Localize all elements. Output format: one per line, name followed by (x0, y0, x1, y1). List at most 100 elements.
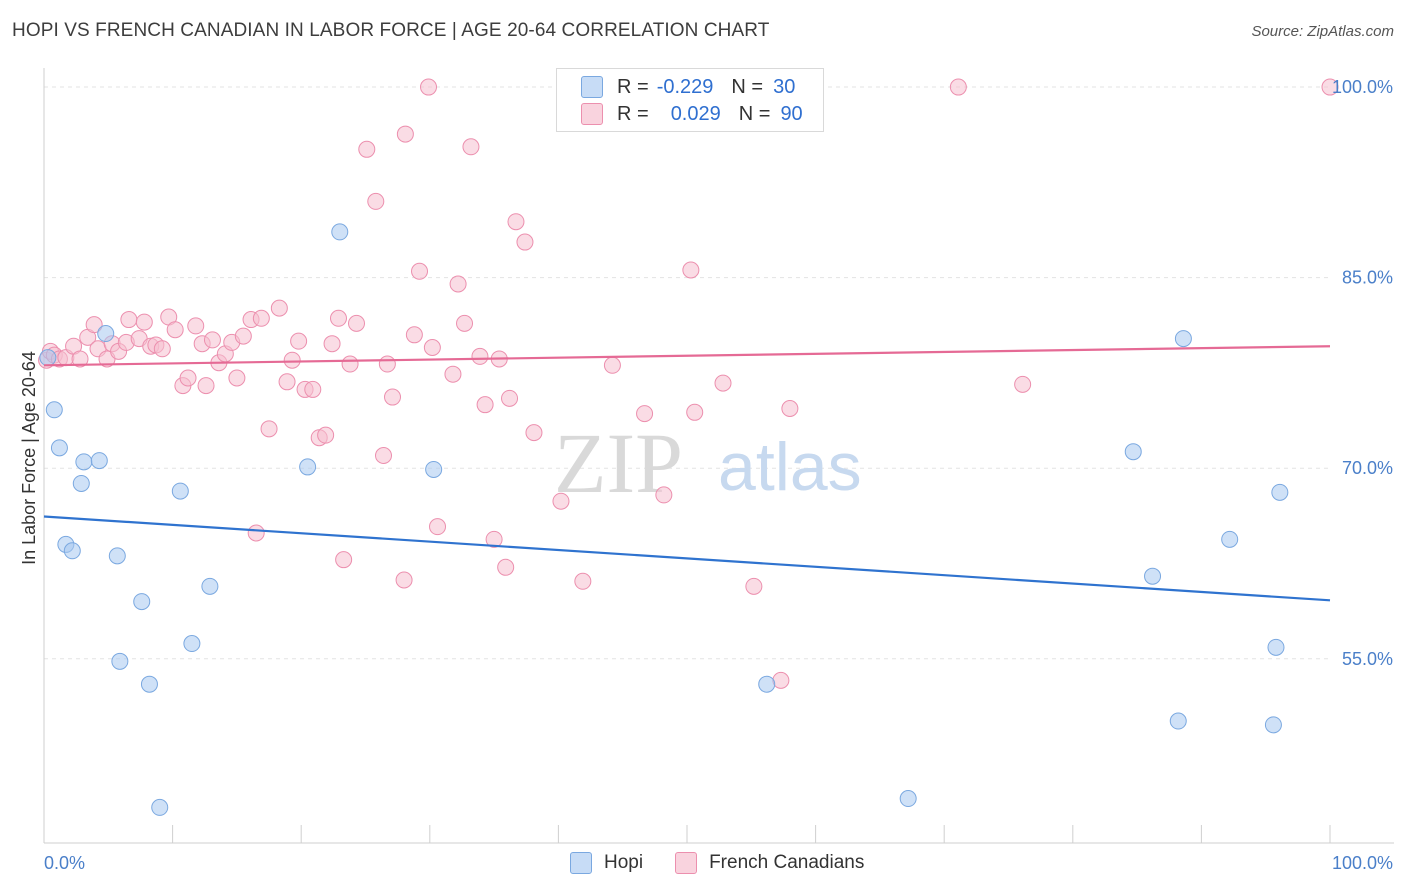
french-canadians-point (85, 316, 103, 334)
french-canadians-point (476, 396, 494, 414)
x-tick-label-min: 0.0% (44, 853, 85, 873)
r-label: R = (617, 75, 649, 98)
french-canadians-point (411, 262, 429, 280)
french-canadians-point (456, 314, 474, 332)
french-canadians-trend-line (43, 345, 1331, 367)
french-canadians-point (781, 399, 799, 417)
french-canadians-point (197, 377, 215, 395)
x-tick-label-max: 100.0% (1332, 853, 1393, 873)
hopi-n-value: 30 (773, 75, 796, 98)
french-canadians-point (501, 389, 519, 407)
french-legend-label: French Canadians (709, 852, 865, 873)
french-canadians-point (444, 365, 462, 383)
y-tick-label: 70.0% (1342, 458, 1393, 478)
hopi-r-value: -0.229 (656, 75, 714, 98)
french-canadians-point (335, 551, 353, 569)
hopi-trend-line (43, 515, 1331, 602)
y-axis-label: In Labor Force | Age 20-64 (19, 351, 39, 565)
chart-source: Source: ZipAtlas.com (1251, 23, 1394, 40)
french-canadians-point (153, 340, 171, 358)
french-canadians-point (187, 317, 205, 335)
french-canadians-point (636, 405, 654, 423)
french-canadians-point (552, 492, 570, 510)
french-canadians-point (203, 331, 221, 349)
hopi-point (171, 482, 189, 500)
french-canadians-point (283, 351, 301, 369)
stats-legend: R = -0.229 N = 30 R = 0.029 N = 90 (556, 68, 824, 132)
hopi-point (1124, 443, 1142, 461)
series-legend: Hopi French Canadians (570, 852, 896, 874)
hopi-point (425, 460, 443, 478)
french-canadians-point (516, 233, 534, 251)
french-legend-swatch (675, 852, 698, 874)
hopi-point (1144, 567, 1162, 585)
french-canadians-point (462, 138, 480, 156)
french-canadians-point (405, 326, 423, 344)
hopi-point (151, 798, 169, 816)
french-canadians-point (682, 261, 700, 279)
french-canadians-point (471, 347, 489, 365)
french-canadians-point (745, 577, 763, 595)
french-canadians-point (449, 275, 467, 293)
hopi-point (201, 577, 219, 595)
legend-row-french: R = 0.029 N = 90 (581, 101, 803, 127)
hopi-point (1174, 330, 1192, 348)
hopi-point (1264, 716, 1282, 734)
hopi-point (331, 223, 349, 241)
french-canadians-point (603, 356, 621, 374)
n-label: N = (738, 102, 771, 125)
trend-lines (43, 345, 1331, 602)
french-canadians-point (384, 388, 402, 406)
legend-item-hopi[interactable]: Hopi (570, 852, 643, 874)
hopi-point (50, 439, 68, 457)
french-canadians-point (497, 558, 515, 576)
french-canadians-point (1321, 78, 1339, 96)
french-canadians-point (234, 327, 252, 345)
french-canadians-point (525, 424, 543, 442)
french-canadians-point (228, 369, 246, 387)
french-canadians-point (429, 518, 447, 536)
french-swatch (581, 103, 603, 125)
french-canadians-point (420, 78, 438, 96)
hopi-point (133, 593, 151, 611)
french-canadians-point (347, 314, 365, 332)
hopi-point (140, 675, 158, 693)
hopi-point (111, 652, 129, 670)
hopi-point (299, 458, 317, 476)
hopi-point (39, 349, 57, 367)
french-canadians-point (395, 571, 413, 589)
french-canadians-point (655, 486, 673, 504)
french-canadians-point (252, 309, 270, 327)
french-canadians-point (378, 355, 396, 373)
french-canadians-point (507, 213, 525, 231)
french-canadians-point (179, 369, 197, 387)
french-canadians-points (38, 78, 1339, 689)
french-canadians-point (71, 350, 89, 368)
r-label: R = (617, 102, 649, 125)
y-tick-label: 85.0% (1342, 268, 1393, 288)
french-canadians-point (574, 572, 592, 590)
hopi-point (72, 474, 90, 492)
french-canadians-point (375, 447, 393, 464)
hopi-point (1169, 712, 1187, 730)
french-canadians-point (423, 339, 441, 357)
hopi-point (758, 675, 776, 693)
watermark-atlas: atlas (718, 429, 862, 505)
hopi-point (63, 542, 81, 560)
chart-title: HOPI VS FRENCH CANADIAN IN LABOR FORCE |… (12, 20, 770, 41)
y-tick-label: 100.0% (1332, 77, 1393, 97)
french-canadians-point (367, 192, 385, 210)
french-canadians-point (323, 335, 341, 353)
legend-item-french-canadians[interactable]: French Canadians (675, 852, 864, 874)
french-canadians-point (686, 403, 704, 421)
french-n-value: 90 (780, 102, 803, 125)
french-canadians-point (260, 420, 278, 438)
hopi-point (90, 452, 108, 470)
french-canadians-point (247, 524, 265, 542)
french-canadians-point (329, 309, 347, 327)
french-canadians-point (485, 530, 503, 548)
hopi-legend-label: Hopi (604, 852, 644, 873)
y-tick-label: 55.0% (1342, 649, 1393, 669)
french-canadians-point (135, 313, 153, 331)
